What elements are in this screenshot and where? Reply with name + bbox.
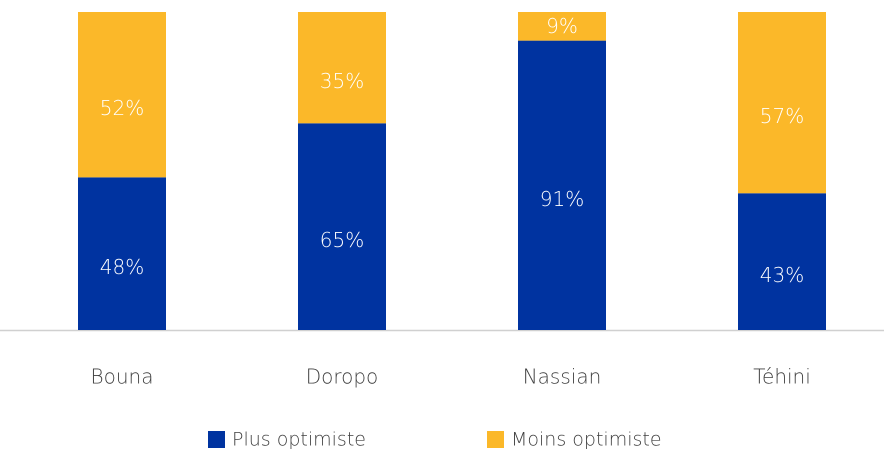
bar-segment <box>298 12 386 124</box>
bar-segment <box>518 40 606 331</box>
bar-segment <box>738 12 826 194</box>
data-label: 9% <box>546 14 578 38</box>
data-label: 91% <box>540 187 584 211</box>
bar-segment <box>298 123 386 330</box>
bar-segment <box>738 193 826 330</box>
x-tick-label: Doropo <box>306 365 379 389</box>
data-label: 52% <box>100 96 144 120</box>
legend-swatch <box>208 431 225 448</box>
data-label: 48% <box>100 255 144 279</box>
data-label: 65% <box>320 228 364 252</box>
legend-swatch <box>487 431 504 448</box>
x-tick-label: Bouna <box>91 365 154 389</box>
data-label: 35% <box>320 69 364 93</box>
legend-label: Plus optimiste <box>232 429 366 451</box>
x-tick-label: Téhini <box>753 365 811 389</box>
bar-segment <box>518 12 606 41</box>
data-label: 57% <box>760 104 804 128</box>
bar-segment <box>78 12 166 178</box>
bar-segment <box>78 177 166 330</box>
data-label: 43% <box>760 263 804 287</box>
x-tick-label: Nassian <box>523 365 602 389</box>
legend-label: Moins optimiste <box>511 429 662 451</box>
